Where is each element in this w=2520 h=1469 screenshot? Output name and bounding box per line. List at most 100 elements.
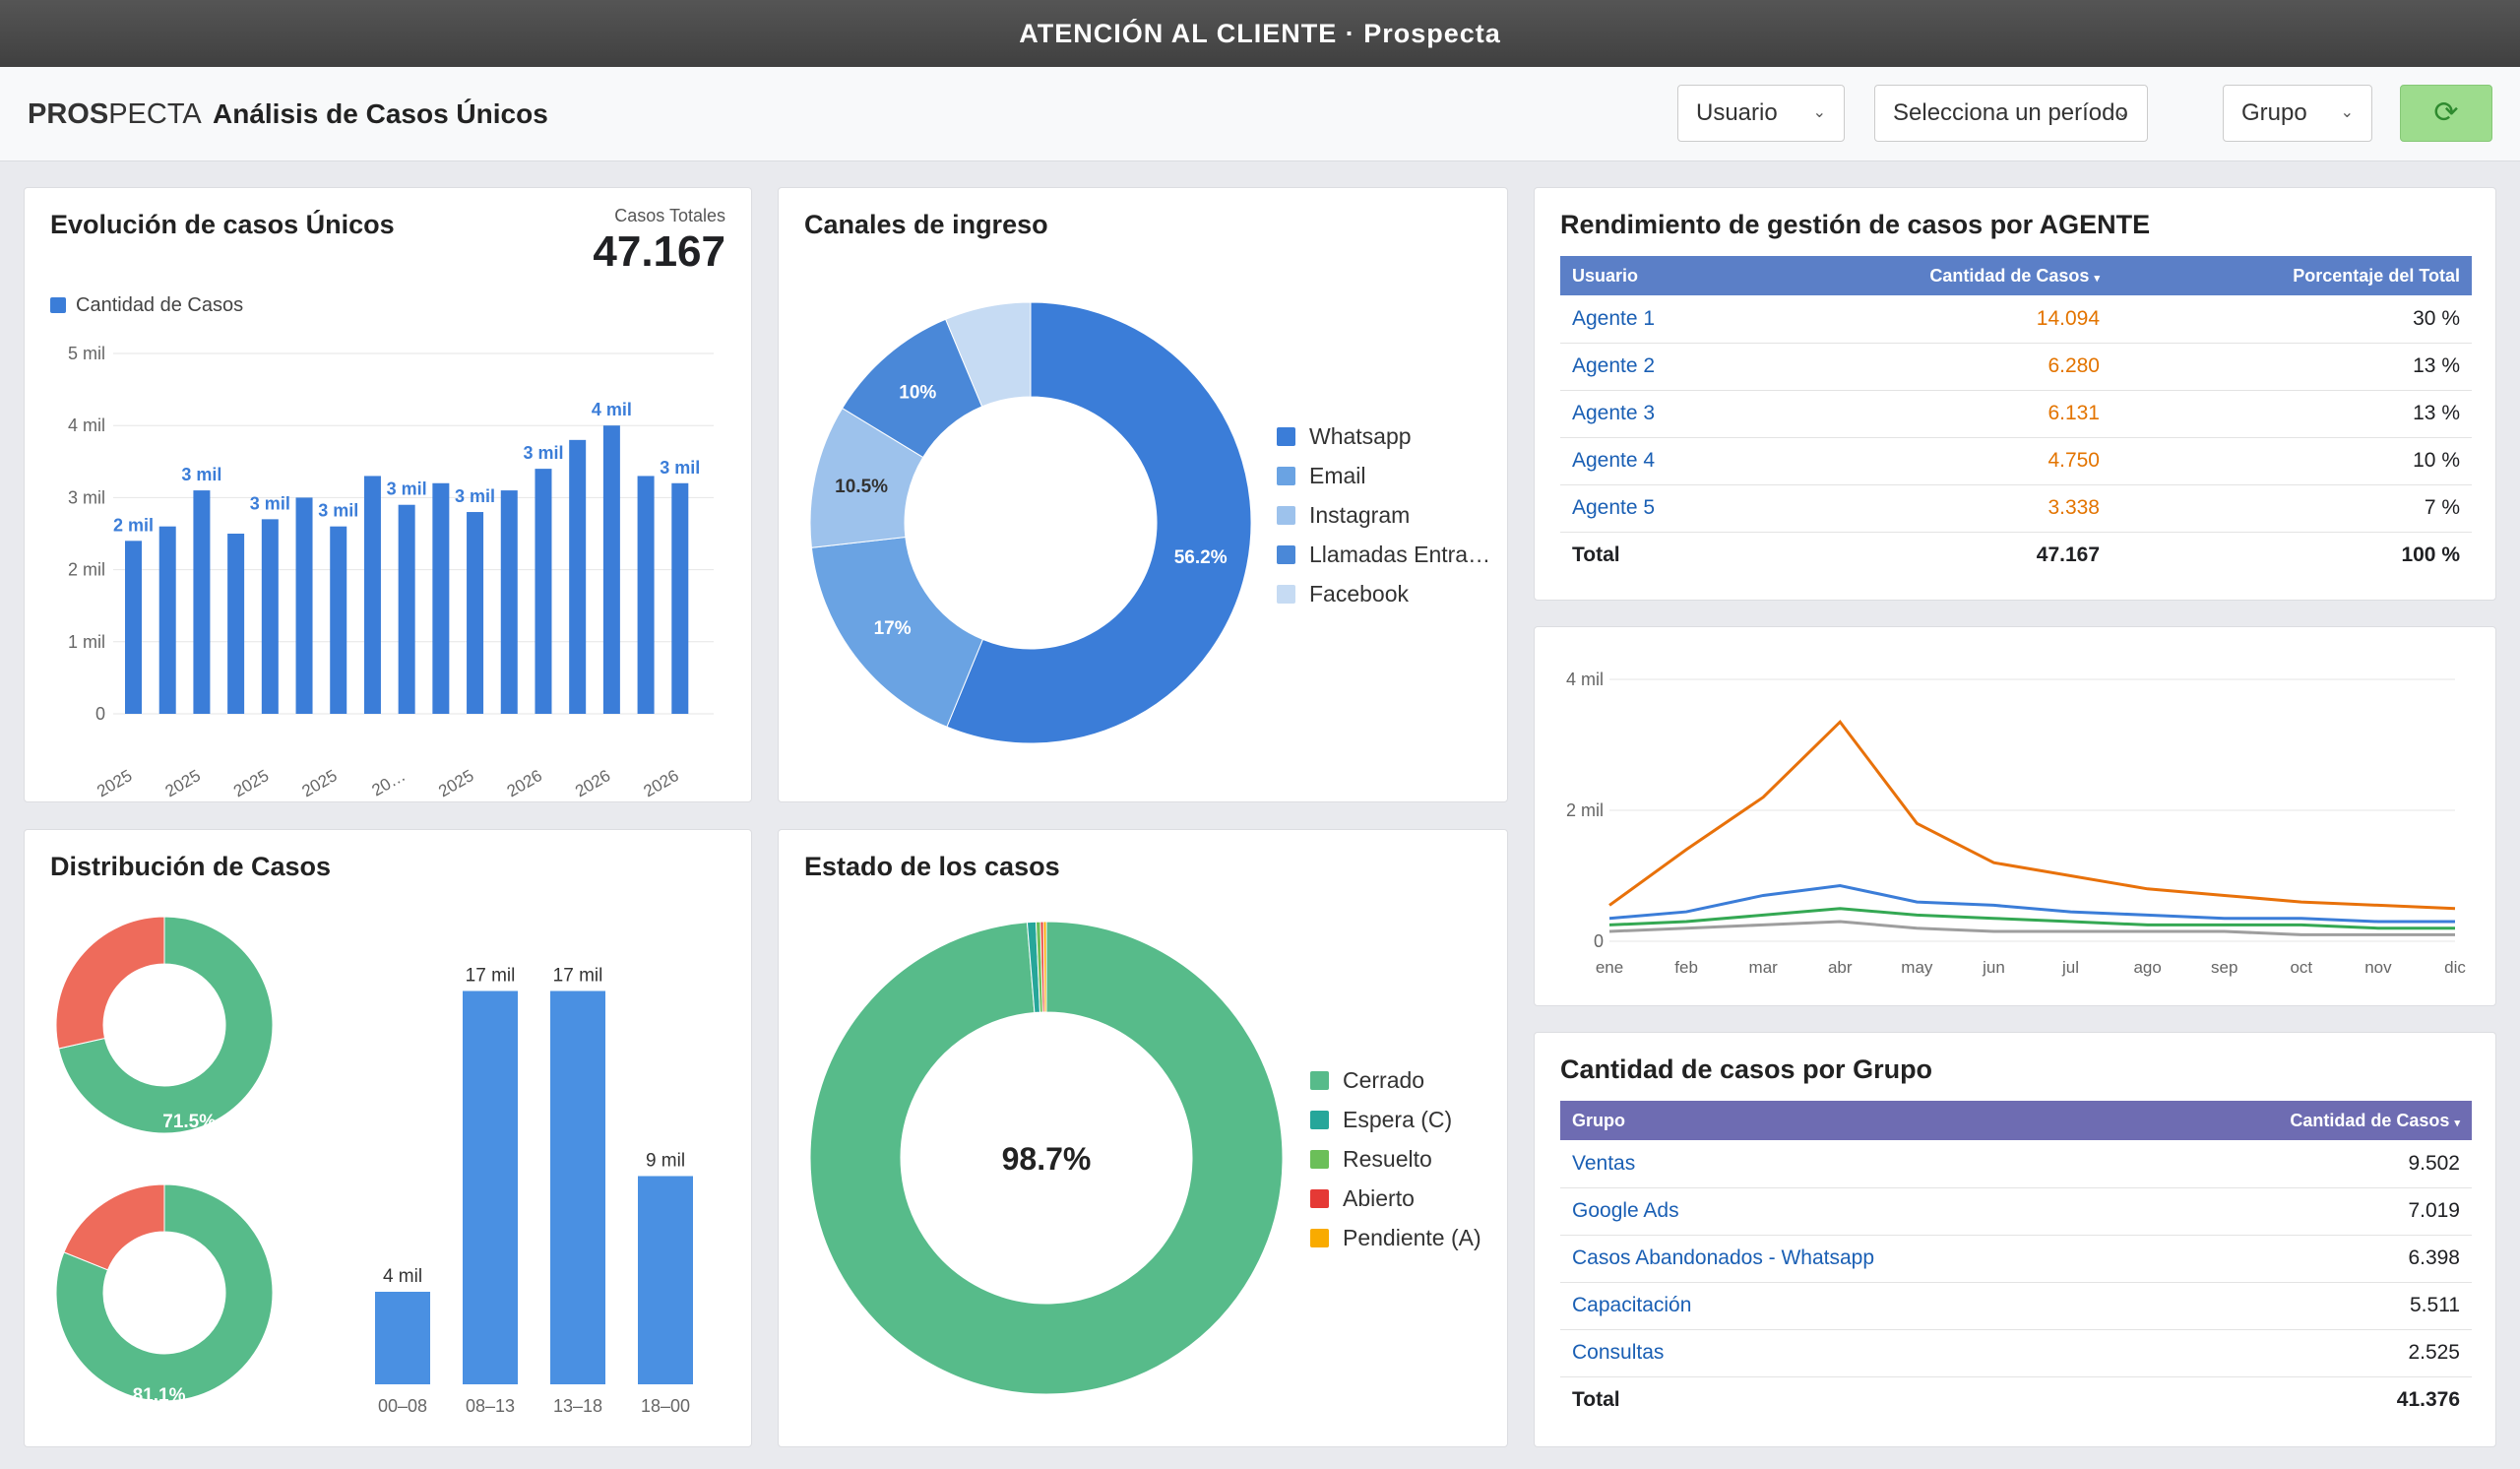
bar[interactable] — [330, 526, 347, 714]
distribucion-slice[interactable] — [63, 1183, 165, 1271]
bar[interactable] — [550, 990, 605, 1385]
col-cantidad[interactable]: Cantidad de Casos ▾ — [2132, 1101, 2472, 1140]
grupo-filter[interactable]: Grupo ⌄ — [2223, 85, 2372, 142]
bar[interactable] — [602, 425, 620, 714]
legend-label: Instagram — [1309, 502, 1411, 528]
legend-item[interactable]: Abierto — [1310, 1179, 1481, 1218]
x-tick-label: jun — [1982, 958, 2005, 977]
series-line[interactable] — [1608, 907, 2455, 930]
table-row[interactable]: Agente 3 6.131 13 % — [1560, 390, 2472, 438]
col-cantidad[interactable]: Cantidad de Casos ▾ — [1875, 256, 2111, 295]
bar[interactable] — [500, 490, 518, 714]
group-name[interactable]: Google Ads — [1560, 1187, 2132, 1236]
series-line[interactable] — [1608, 883, 2455, 924]
bar[interactable] — [432, 482, 450, 714]
x-tick-label: abr — [1828, 958, 1853, 977]
usuario-filter[interactable]: Usuario ⌄ — [1677, 85, 1845, 142]
legend-item[interactable]: Facebook — [1277, 574, 1490, 613]
x-tick-label: nov — [2364, 958, 2392, 977]
table-row[interactable]: Agente 5 3.338 7 % — [1560, 484, 2472, 533]
estado-slice[interactable] — [1042, 921, 1047, 1013]
agent-name[interactable]: Agente 3 — [1560, 390, 1875, 438]
legend-swatch — [1277, 506, 1295, 525]
bar[interactable] — [569, 439, 587, 714]
bar[interactable] — [295, 497, 313, 714]
evolucion-legend[interactable]: Cantidad de Casos — [50, 294, 243, 317]
group-name[interactable]: Capacitación — [1560, 1282, 2132, 1330]
legend-item[interactable]: Instagram — [1277, 495, 1490, 535]
distribucion-slice[interactable] — [55, 1183, 274, 1402]
bar[interactable] — [637, 476, 655, 714]
estado-slice[interactable] — [809, 921, 1284, 1395]
group-count: 2.525 — [2131, 1329, 2472, 1377]
canales-slice[interactable] — [810, 536, 984, 728]
y-tick-label: 2 mil — [1566, 800, 1604, 820]
agent-name[interactable]: Agente 2 — [1560, 343, 1875, 391]
table-row[interactable]: Agente 1 14.094 30 % — [1560, 295, 2472, 344]
legend-swatch — [1310, 1111, 1329, 1129]
table-row[interactable]: Casos Abandonados - Whatsapp 6.398 — [1560, 1235, 2472, 1283]
bar[interactable] — [398, 504, 415, 714]
group-name[interactable]: Consultas — [1560, 1329, 2132, 1377]
grupos-card: Cantidad de casos por Grupo Grupo Cantid… — [1534, 1032, 2496, 1447]
col-porcentaje[interactable]: Porcentaje del Total — [2293, 265, 2460, 286]
bar[interactable] — [158, 526, 176, 714]
legend-item[interactable]: Whatsapp — [1277, 416, 1490, 456]
distribucion-slice[interactable] — [58, 916, 274, 1134]
legend-item[interactable]: Cerrado — [1310, 1060, 1481, 1100]
bar[interactable] — [535, 469, 552, 714]
distribucion-slice[interactable] — [55, 916, 165, 1050]
series-line[interactable] — [1608, 920, 2455, 936]
group-name[interactable]: Casos Abandonados - Whatsapp — [1560, 1235, 2132, 1283]
table-header-row: Usuario Cantidad de Casos ▾ Porcentaje d… — [1560, 256, 2472, 295]
bar[interactable] — [125, 541, 142, 714]
legend-item[interactable]: Email — [1277, 456, 1490, 495]
agent-name[interactable]: Agente 1 — [1560, 295, 1875, 344]
agent-pct: 10 % — [2111, 437, 2472, 485]
bar[interactable] — [193, 490, 211, 714]
data-label: 4 mil — [592, 400, 632, 419]
prospecta-logo[interactable]: PROSPECTA — [28, 98, 202, 131]
refresh-button[interactable]: ⟳ — [2400, 85, 2492, 142]
agent-count: 4.750 — [1875, 437, 2111, 485]
agent-name[interactable]: Agente 5 — [1560, 484, 1875, 533]
group-name[interactable]: Ventas — [1560, 1140, 2132, 1188]
bar[interactable] — [375, 1292, 430, 1384]
series-line[interactable] — [1608, 719, 2456, 911]
bar[interactable] — [227, 534, 245, 714]
table-row[interactable]: Ventas 9.502 — [1560, 1140, 2472, 1188]
canales-slice[interactable] — [944, 301, 1032, 408]
bar[interactable] — [467, 512, 484, 714]
bar[interactable] — [638, 1176, 693, 1385]
data-label: 3 mil — [318, 501, 358, 521]
legend-item[interactable]: Llamadas Entra… — [1277, 535, 1490, 574]
col-grupo[interactable]: Grupo — [1572, 1110, 1625, 1130]
table-row[interactable]: Consultas 2.525 — [1560, 1329, 2472, 1377]
total-label: Total — [1572, 543, 1620, 567]
bar[interactable] — [363, 476, 381, 714]
table-row[interactable]: Agente 2 6.280 13 % — [1560, 343, 2472, 391]
agent-pct: 7 % — [2111, 484, 2472, 533]
legend-item[interactable]: Espera (C) — [1310, 1100, 1481, 1139]
center-label: 98.7% — [1002, 1141, 1092, 1177]
legend-swatch — [1310, 1150, 1329, 1169]
bar[interactable] — [261, 519, 279, 714]
table-row[interactable]: Agente 4 4.750 10 % — [1560, 437, 2472, 485]
legend-item[interactable]: Resuelto — [1310, 1139, 1481, 1179]
table-row[interactable]: Google Ads 7.019 — [1560, 1187, 2472, 1236]
periodo-filter[interactable]: Selecciona un período ⌄ — [1874, 85, 2148, 142]
bar[interactable] — [463, 990, 518, 1385]
legend-label: Cerrado — [1343, 1067, 1425, 1093]
slice-label: 56.2% — [1174, 547, 1228, 568]
x-tick-label: feb — [1674, 958, 1698, 977]
bar[interactable] — [671, 482, 689, 714]
agent-name[interactable]: Agente 4 — [1560, 437, 1875, 485]
canales-slice[interactable] — [946, 301, 1252, 744]
col-usuario[interactable]: Usuario — [1572, 265, 1639, 286]
table-row[interactable]: Capacitación 5.511 — [1560, 1282, 2472, 1330]
legend-item[interactable]: Pendiente (A) — [1310, 1218, 1481, 1257]
distribucion-title: Distribución de Casos — [50, 852, 332, 881]
legend-swatch — [1277, 427, 1295, 446]
table-total-row: Total 47.167 100 % — [1560, 532, 2472, 579]
table-header-row: Grupo Cantidad de Casos ▾ — [1560, 1101, 2472, 1140]
